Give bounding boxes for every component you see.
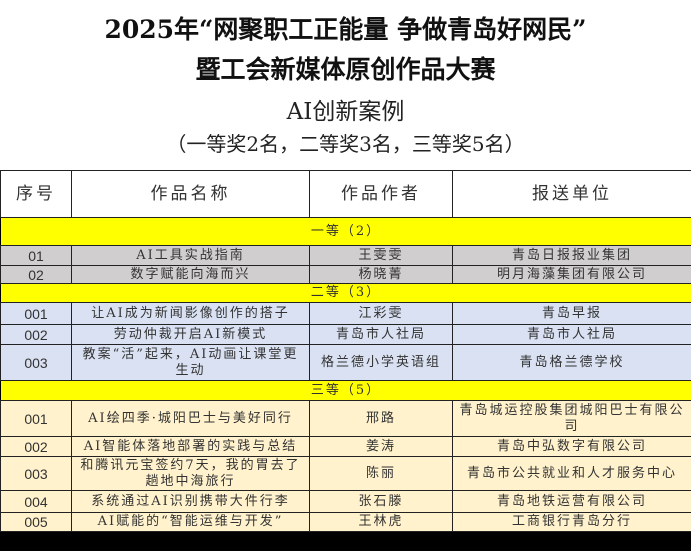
cell-unit: 青岛市公共就业和人才服务中心 bbox=[452, 456, 691, 491]
cell-work: AI绘四季·城阳巴士与美好同行 bbox=[71, 400, 310, 437]
section-label: 一等（2） bbox=[0, 217, 691, 246]
table-row: 003 教案“活”起来，AI动画让课堂更生动 格兰德小学英语组 青岛格兰德学校 bbox=[0, 344, 691, 381]
cell-unit: 青岛地铁运营有限公司 bbox=[452, 490, 691, 513]
table-row: 003 和腾讯元宝签约7天，我的胃去了趟地中海旅行 陈丽 青岛市公共就业和人才服务中心 bbox=[0, 456, 691, 491]
table-row: 001 让AI成为新闻影像创作的搭子 江彩雯 青岛早报 bbox=[0, 302, 691, 325]
cell-work: 教案“活”起来，AI动画让课堂更生动 bbox=[71, 344, 310, 381]
cell-author: 格兰德小学英语组 bbox=[309, 344, 453, 381]
title-area: 2025年“网聚职工正能量 争做青岛好网民” 暨工会新媒体原创作品大赛 AI创新… bbox=[0, 0, 691, 170]
section-label: 三等（5） bbox=[0, 380, 691, 401]
table-row: 001 AI绘四季·城阳巴士与美好同行 邢路 青岛城运控股集团城阳巴士有限公司 bbox=[0, 400, 691, 437]
cell-no: 002 bbox=[0, 324, 72, 345]
cell-unit: 青岛早报 bbox=[452, 302, 691, 325]
cell-author: 杨晓菁 bbox=[309, 265, 453, 284]
cell-work: AI智能体落地部署的实践与总结 bbox=[71, 436, 310, 457]
header-work: 作品名称 bbox=[71, 170, 310, 218]
cell-unit: 青岛城运控股集团城阳巴士有限公司 bbox=[452, 400, 691, 437]
table-row: 002 AI智能体落地部署的实践与总结 姜涛 青岛中弘数字有限公司 bbox=[0, 436, 691, 457]
cell-no: 005 bbox=[0, 512, 72, 532]
cell-unit: 青岛中弘数字有限公司 bbox=[452, 436, 691, 457]
section-row: 三等（5） bbox=[0, 380, 691, 401]
cell-work: 数字赋能向海而兴 bbox=[71, 265, 310, 284]
cell-author: 姜涛 bbox=[309, 436, 453, 457]
cell-no: 004 bbox=[0, 490, 72, 513]
cell-work: 和腾讯元宝签约7天，我的胃去了趟地中海旅行 bbox=[71, 456, 310, 491]
section-row: 一等（2） bbox=[0, 217, 691, 246]
table-row: 02 数字赋能向海而兴 杨晓菁 明月海藻集团有限公司 bbox=[0, 265, 691, 284]
cell-unit: 青岛格兰德学校 bbox=[452, 344, 691, 381]
header-unit: 报送单位 bbox=[452, 170, 691, 218]
cell-author: 陈丽 bbox=[309, 456, 453, 491]
cell-no: 003 bbox=[0, 456, 72, 491]
cell-work: 劳动仲裁开启AI新模式 bbox=[71, 324, 310, 345]
cell-no: 003 bbox=[0, 344, 72, 381]
header-no: 序号 bbox=[0, 170, 72, 218]
header-author: 作品作者 bbox=[309, 170, 453, 218]
table-row: 01 AI工具实战指南 王雯雯 青岛日报报业集团 bbox=[0, 245, 691, 266]
cell-work: 让AI成为新闻影像创作的搭子 bbox=[71, 302, 310, 325]
section-row: 二等（3） bbox=[0, 283, 691, 303]
cell-no: 002 bbox=[0, 436, 72, 457]
cell-no: 01 bbox=[0, 245, 72, 266]
cell-author: 江彩雯 bbox=[309, 302, 453, 325]
cell-author: 邢路 bbox=[309, 400, 453, 437]
table-row: 005 AI赋能的“智能运维与开发” 王林虎 工商银行青岛分行 bbox=[0, 512, 691, 532]
cell-unit: 青岛市人社局 bbox=[452, 324, 691, 345]
cell-unit: 青岛日报报业集团 bbox=[452, 245, 691, 266]
section-label: 二等（3） bbox=[0, 283, 691, 303]
cell-no: 02 bbox=[0, 265, 72, 284]
quota-note: （一等奖2名，二等奖3名，三等奖5名） bbox=[166, 132, 525, 156]
table-row: 004 系统通过AI识别携带大件行李 张石滕 青岛地铁运营有限公司 bbox=[0, 490, 691, 513]
cell-no: 001 bbox=[0, 400, 72, 437]
cell-work: AI赋能的“智能运维与开发” bbox=[71, 512, 310, 532]
cell-author: 张石滕 bbox=[309, 490, 453, 513]
cell-unit: 工商银行青岛分行 bbox=[452, 512, 691, 532]
cell-work: 系统通过AI识别携带大件行李 bbox=[71, 490, 310, 513]
title-line-2: 暨工会新媒体原创作品大赛 bbox=[195, 55, 496, 84]
table-row: 002 劳动仲裁开启AI新模式 青岛市人社局 青岛市人社局 bbox=[0, 324, 691, 345]
award-table: 序号 作品名称 作品作者 报送单位 一等（2） 01 AI工具实战指南 王雯雯 青岛日报… bbox=[0, 170, 691, 532]
title-line-1: 2025年“网聚职工正能量 争做青岛好网民” bbox=[104, 15, 587, 44]
category-title: AI创新案例 bbox=[286, 99, 405, 125]
cell-author: 王林虎 bbox=[309, 512, 453, 532]
cell-unit: 明月海藻集团有限公司 bbox=[452, 265, 691, 284]
cell-work: AI工具实战指南 bbox=[71, 245, 310, 266]
table-header: 序号 作品名称 作品作者 报送单位 bbox=[0, 170, 691, 218]
cell-author: 青岛市人社局 bbox=[309, 324, 453, 345]
cell-author: 王雯雯 bbox=[309, 245, 453, 266]
cell-no: 001 bbox=[0, 302, 72, 325]
